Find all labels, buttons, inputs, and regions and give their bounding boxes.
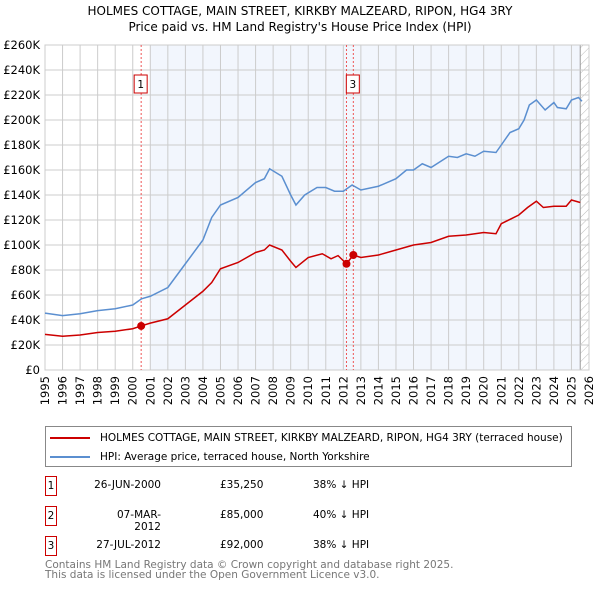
x-tick-label: 1997 (73, 376, 87, 405)
footer-line-1: Contains HM Land Registry data © Crown c… (45, 559, 454, 571)
x-tick-label: 2015 (389, 376, 403, 405)
chart-title: HOLMES COTTAGE, MAIN STREET, KIRKBY MALZ… (87, 4, 513, 18)
x-tick-label: 2013 (354, 376, 368, 405)
x-tick-label: 2017 (424, 376, 438, 405)
sale-badge: 1 (45, 476, 57, 496)
forecast-region (580, 45, 589, 370)
sale-label: 1 (137, 79, 144, 91)
x-tick-label: 2014 (371, 376, 385, 405)
y-tick-label: £140K (3, 188, 40, 202)
sale-date: 07-MAR-2012 (116, 509, 161, 533)
x-tick-label: 2005 (213, 376, 227, 405)
y-tick-label: £20K (11, 338, 41, 352)
y-tick-label: £160K (3, 163, 40, 177)
x-tick-label: 2000 (126, 376, 140, 405)
y-tick-label: £120K (3, 213, 40, 227)
sale-date: 27-JUL-2012 (96, 539, 161, 551)
x-tick-label: 1998 (91, 376, 105, 405)
x-tick-label: 2009 (284, 376, 298, 405)
x-tick-label: 2022 (512, 376, 526, 405)
price-chart: 1995 1996 1997 1998 1999 2000 2001 2002 2003 2004… (3, 38, 596, 405)
x-tick-label: 2007 (249, 376, 263, 405)
x-tick-label: 2024 (547, 376, 561, 405)
sale-point (349, 251, 358, 259)
x-tick-label: 1995 (38, 376, 52, 405)
sale-label-box (345, 74, 360, 94)
x-tick-label: 2010 (301, 376, 315, 405)
sale-badge: 3 (45, 536, 57, 556)
x-tick-label: 1996 (56, 376, 70, 405)
y-tick-label: £180K (3, 138, 40, 152)
y-tick-label: £200K (3, 113, 40, 127)
legend-swatch-blue (50, 456, 90, 458)
sale-row: 3 27-JUL-2012 £92,000 38% ↓ HPI (45, 536, 445, 556)
legend: HOLMES COTTAGE, MAIN STREET, KIRKBY MALZ… (45, 426, 572, 467)
x-tick-label: 2002 (161, 376, 175, 405)
x-tick-label: 1999 (108, 376, 122, 405)
chart-subtitle: Price paid vs. HM Land Registry's House … (128, 20, 472, 34)
y-tick-label: £220K (3, 88, 40, 102)
legend-item-hpi: HPI: Average price, terraced house, Nort… (50, 451, 370, 463)
sale-label: 3 (349, 79, 356, 91)
x-tick-label: 2023 (529, 376, 543, 405)
x-tick-label: 2004 (196, 376, 210, 405)
sale-price: £35,250 (220, 479, 264, 491)
x-tick-label: 2016 (407, 376, 421, 405)
x-tick-label: 2025 (564, 376, 578, 405)
sale-hpi-diff: 38% ↓ HPI (313, 479, 370, 491)
sale-date: 26-JUN-2000 (94, 479, 161, 491)
legend-label: HOLMES COTTAGE, MAIN STREET, KIRKBY MALZ… (100, 432, 563, 444)
x-tick-label: 2018 (442, 376, 456, 405)
series-line (44, 199, 581, 338)
x-tick-label: 2006 (231, 376, 245, 405)
x-tick-label: 2021 (494, 376, 508, 405)
y-tick-label: £260K (3, 38, 40, 52)
y-tick-label: £240K (3, 63, 40, 77)
sale-label-box (133, 74, 148, 94)
shaded-region (150, 45, 581, 370)
y-tick-label: £80K (11, 263, 41, 277)
sale-hpi-diff: 40% ↓ HPI (313, 509, 370, 521)
x-tick-label: 2026 (582, 376, 596, 405)
y-tick-label: £100K (3, 238, 40, 252)
y-tick-label: £40K (11, 313, 41, 327)
sale-price: £85,000 (220, 509, 264, 521)
sale-row: 2 07-MAR-2012 £85,000 40% ↓ HPI (45, 506, 445, 533)
legend-label: HPI: Average price, terraced house, Nort… (100, 451, 370, 463)
footer-line-2: This data is licensed under the Open Gov… (45, 569, 380, 581)
legend-swatch-red (50, 437, 90, 439)
footer: Contains HM Land Registry data © Crown c… (45, 559, 454, 581)
x-tick-label: 2012 (336, 376, 350, 405)
sale-price: £92,000 (220, 539, 264, 551)
x-tick-label: 2003 (178, 376, 192, 405)
sale-point (137, 321, 146, 330)
y-tick-label: £0 (25, 363, 40, 377)
series-line (44, 96, 583, 317)
sale-point (342, 259, 351, 268)
x-tick-label: 2008 (266, 376, 280, 405)
x-tick-label: 2011 (319, 376, 333, 405)
y-tick-label: £60K (11, 288, 41, 302)
x-tick-label: 2019 (459, 376, 473, 405)
plot-border (44, 44, 590, 371)
legend-item-property: HOLMES COTTAGE, MAIN STREET, KIRKBY MALZ… (50, 432, 563, 444)
x-tick-label: 2001 (143, 376, 157, 405)
sale-row: 1 26-JUN-2000 £35,250 38% ↓ HPI (45, 476, 445, 496)
sale-badge: 2 (45, 506, 57, 526)
sale-hpi-diff: 38% ↓ HPI (313, 539, 370, 551)
x-tick-label: 2020 (477, 376, 491, 405)
